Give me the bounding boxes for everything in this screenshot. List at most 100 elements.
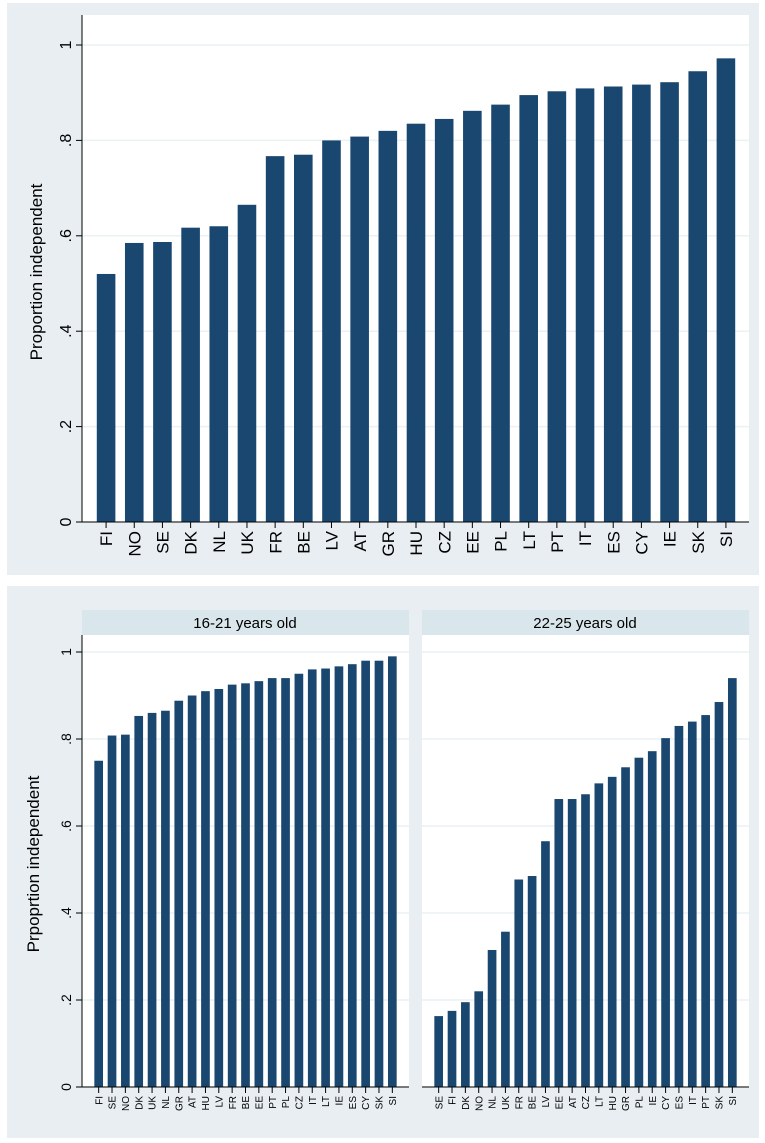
bottom-left-bar-chart: 0 .2 .4 .6 .8 1 FI SE NO DK UK NL GR AT HU LV FR BE EE PT PL… xyxy=(58,635,409,1111)
bottom-left-xtick-label-hu: HU xyxy=(201,1096,212,1110)
top-bar-ee xyxy=(463,110,482,523)
bottom-right-xtick-label-lv: LV xyxy=(541,1096,552,1108)
bottom-right-xtick-label-cz: CZ xyxy=(581,1096,592,1109)
top-xtick-label-at: AT xyxy=(351,531,370,551)
bottom-right-xtick-label-fr: FR xyxy=(514,1096,525,1109)
top-xtick-label-fi: FI xyxy=(97,531,116,546)
bottom-right-xtick-label-it: IT xyxy=(688,1096,699,1105)
top-bar-lv xyxy=(322,140,341,522)
bottom-right-bar-it xyxy=(687,721,697,1087)
top-xtick-label-lt: LT xyxy=(520,531,539,550)
top-xtick-label-uk: UK xyxy=(238,530,257,554)
bottom-left-xtick-label-uk: UK xyxy=(148,1096,159,1110)
top-xtick-label-cz: CZ xyxy=(435,531,454,554)
bottom-right-bar-pt xyxy=(701,715,710,1087)
top-bar-fi xyxy=(96,273,116,522)
bottom-right-bar-es xyxy=(674,725,684,1087)
bottom-left-ytick-label: .2 xyxy=(58,994,74,1006)
top-xtick-label-es: ES xyxy=(604,531,623,554)
bottom-left-bar-ie xyxy=(334,666,344,1087)
bottom-right-bar-cy xyxy=(661,738,670,1087)
bottom-right-xtick-label-es: ES xyxy=(675,1096,686,1110)
top-xtick-label-dk: DK xyxy=(182,530,201,554)
top-bar-cz xyxy=(434,118,454,522)
bottom-left-bar-sk xyxy=(374,660,384,1087)
bottom-left-bar-lv xyxy=(214,688,224,1087)
bottom-left-xtick-label-gr: GR xyxy=(174,1096,185,1111)
bottom-left-bar-nl xyxy=(161,710,170,1087)
bottom-right-xtick-label-fi: FI xyxy=(448,1096,459,1105)
bottom-left-bar-pt xyxy=(267,678,277,1087)
bottom-left-ytick-label: 1 xyxy=(58,648,74,656)
bottom-right-bar-fr xyxy=(514,879,524,1087)
top-xtick-label-fr: FR xyxy=(266,531,285,554)
bottom-left-strip: 16-21 years old xyxy=(82,610,409,635)
top-bar-si xyxy=(716,58,736,523)
top-bar-es xyxy=(603,86,623,523)
bottom-left-bar-gr xyxy=(174,700,184,1087)
top-xtick-label-no: NO xyxy=(125,531,144,557)
bottom-left-xtick-label-ie: IE xyxy=(335,1096,346,1106)
bottom-right-xtick-label-lt: LT xyxy=(594,1096,605,1107)
panel-title-16-21: 16-21 years old xyxy=(193,615,296,632)
bottom-left-ytick-label: .6 xyxy=(58,820,74,832)
bottom-left-xtick-label-fr: FR xyxy=(228,1096,239,1109)
bottom-left-bar-se xyxy=(107,735,117,1087)
bottom-left-bar-cy xyxy=(361,660,370,1087)
bottom-right-bar-no xyxy=(474,991,484,1087)
bottom-left-xtick-label-fi: FI xyxy=(94,1096,105,1105)
bottom-left-xtick-label-lv: LV xyxy=(214,1096,225,1108)
bottom-right-xtick-label-pl: PL xyxy=(634,1096,645,1109)
bottom-left-ytick-label: 0 xyxy=(58,1083,74,1091)
top-ytick-label: 0 xyxy=(58,517,75,526)
top-ytick-label: .4 xyxy=(58,324,75,337)
top-xtick-label-pl: PL xyxy=(492,531,511,552)
bottom-right-xtick-label-ie: IE xyxy=(648,1096,659,1106)
bottom-right-xtick-label-nl: NL xyxy=(488,1096,499,1109)
top-ytick-label: .8 xyxy=(58,134,75,147)
bottom-right-bar-cz xyxy=(581,794,590,1087)
bottom-right-strip: 22-25 years old xyxy=(422,610,749,635)
bottom-left-xtick-label-nl: NL xyxy=(161,1096,172,1109)
bottom-left-xtick-label-it: IT xyxy=(308,1096,319,1105)
top-xtick-label-gr: GR xyxy=(379,531,398,557)
bottom-left-xtick-label-cz: CZ xyxy=(294,1096,305,1109)
top-xtick-label-be: BE xyxy=(294,531,313,554)
bottom-right-bar-gr xyxy=(621,767,630,1087)
bottom-left-bar-no xyxy=(121,734,130,1087)
top-xtick-label-nl: NL xyxy=(210,531,229,553)
top-bar-sk xyxy=(688,71,708,523)
panel-title-22-25: 22-25 years old xyxy=(533,615,636,632)
bottom-right-bar-nl xyxy=(487,949,497,1087)
top-xtick-label-si: SI xyxy=(717,531,736,547)
bottom-right-xtick-label-uk: UK xyxy=(501,1096,512,1110)
bottom-left-bar-lt xyxy=(321,668,330,1087)
bottom-left-xtick-label-ee: EE xyxy=(254,1096,265,1110)
bottom-chart-ylabel: Prpoprtion independent xyxy=(24,775,43,952)
top-xtick-label-ee: EE xyxy=(463,531,482,554)
bottom-right-bar-si xyxy=(727,678,737,1087)
top-xtick-label-hu: HU xyxy=(407,531,426,556)
bottom-right-bar-hu xyxy=(607,776,617,1087)
bottom-left-xtick-label-no: NO xyxy=(121,1096,132,1111)
bottom-right-bar-ie xyxy=(647,751,657,1087)
top-bar-hu xyxy=(406,123,426,522)
bottom-left-xtick-label-es: ES xyxy=(348,1096,359,1110)
bottom-left-xtick-label-at: AT xyxy=(188,1096,199,1108)
top-bar-fr xyxy=(265,156,285,523)
bottom-left-bar-es xyxy=(347,664,357,1087)
bottom-right-bar-sk xyxy=(714,702,724,1087)
bottom-right-xtick-label-hu: HU xyxy=(608,1096,619,1110)
bottom-right-bar-se xyxy=(434,1016,444,1087)
bottom-right-bar-chart: SE FI DK NO NL UK FR BE LV EE AT CZ LT HU GR PL IE CY ES IT… xyxy=(422,635,749,1111)
bottom-left-bar-dk xyxy=(134,715,144,1087)
top-bar-pl xyxy=(491,104,510,522)
strip-background-22-25 xyxy=(422,610,749,635)
bottom-left-bar-fi xyxy=(94,760,104,1087)
bottom-right-bar-be xyxy=(527,876,537,1087)
bottom-right-xtick-label-ee: EE xyxy=(554,1096,565,1110)
bottom-left-xtick-label-dk: DK xyxy=(134,1096,145,1110)
bottom-right-xtick-label-be: BE xyxy=(528,1096,539,1110)
top-bar-cy xyxy=(632,84,651,522)
bottom-left-xtick-label-lt: LT xyxy=(321,1096,332,1107)
